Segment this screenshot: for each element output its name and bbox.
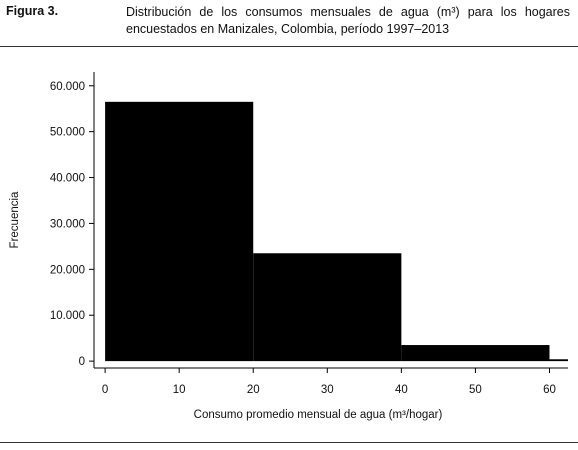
y-axis-title: Frecuencia [9,191,21,248]
y-tick-label-4: 40.000 [50,173,85,185]
x-tick-label-4: 40 [395,384,408,396]
bars-group [105,101,568,362]
x-tick-label-3: 30 [321,384,334,396]
x-tick-label-1: 10 [173,384,186,396]
y-tick-label-5: 50.000 [50,127,85,139]
y-tick-label-2: 20.000 [50,264,85,276]
y-tick-label-0: 0 [79,356,85,368]
x-tick-label-0: 0 [102,384,108,396]
x-axis-title: Consumo promedio mensual de agua (m³/hog… [194,409,443,421]
histogram-bar-3 [549,359,568,362]
histogram-bar-0 [105,101,254,362]
y-tick-label-3: 30.000 [50,218,85,230]
bottom-rule [0,442,578,443]
top-rule [0,46,578,47]
x-axis: 0 10 20 30 40 50 60 [94,367,568,396]
y-axis: 0 10.000 20.000 30.000 40.000 50.000 60.000 [50,72,95,368]
histogram-bar-2 [401,345,550,362]
figure-label: Figura 3. [6,4,59,18]
x-tick-label-5: 50 [469,384,482,396]
x-tick-label-6: 60 [543,384,556,396]
x-tick-label-2: 20 [247,384,260,396]
y-tick-label-1: 10.000 [50,310,85,322]
y-tick-label-6: 60.000 [50,81,85,93]
histogram-bar-1 [253,253,402,362]
figure-title: Distribución de los consumos mensuales d… [126,5,570,36]
